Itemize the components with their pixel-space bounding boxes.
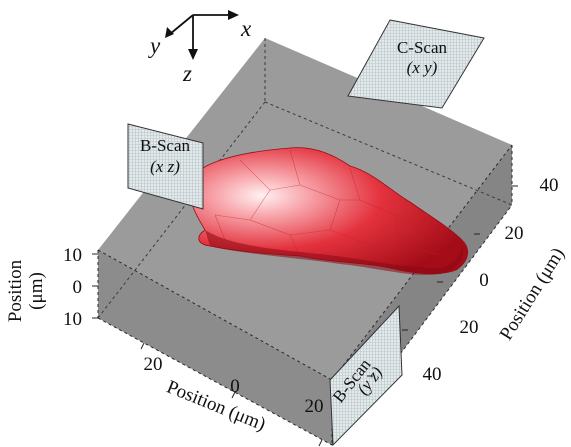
b-scan-xz-plane: B-Scan (x z)	[127, 123, 204, 210]
right-axis-title: Position (μm)	[496, 244, 569, 344]
z-axis-letter: z	[182, 61, 192, 86]
cell-surface	[188, 147, 469, 275]
bottom-tick-label: 20	[305, 396, 324, 417]
cell-facets	[214, 149, 441, 266]
left-tick-label: 0	[73, 277, 83, 298]
b-scan-xz-coords: (x z)	[150, 157, 180, 176]
y-axis-letter: y	[148, 33, 161, 58]
c-scan-coords: (x y)	[407, 58, 438, 77]
bottom-tick-label: 0	[230, 376, 240, 397]
c-scan-title: C-Scan	[397, 38, 448, 57]
z-arrow-icon	[188, 49, 198, 60]
right-tick-label: 20	[505, 223, 524, 244]
right-tick-label: 20	[460, 317, 479, 338]
right-tick-label: 40	[423, 364, 442, 385]
y-arrow-icon	[165, 27, 174, 38]
left-tick-label: 10	[63, 245, 82, 266]
left-axis-title-line2: (μm)	[26, 272, 47, 310]
right-tick-label: 0	[479, 270, 489, 291]
c-scan-plane-surface	[347, 19, 485, 109]
c-scan-plane: C-Scan (x y)	[347, 19, 485, 109]
cell-shadow-rim	[205, 230, 464, 275]
x-arrow-icon	[228, 10, 239, 20]
b-scan-xz-title: B-Scan	[140, 136, 191, 155]
b-scan-xz-plane-surface	[127, 123, 204, 210]
x-axis-letter: x	[240, 16, 252, 41]
box-hidden-edges	[97, 38, 513, 319]
box-front-left-face	[98, 250, 332, 445]
b-scan-yz-plane-surface	[329, 304, 403, 447]
right-tick-label: 40	[540, 175, 559, 196]
left-tick-label: 10	[63, 309, 82, 330]
left-axis: 10 0 10 Position (μm)	[5, 245, 98, 330]
left-axis-title-line1: Position	[5, 259, 26, 322]
bottom-tick-label: 20	[144, 354, 163, 375]
coordinate-triad: x y z	[148, 10, 252, 86]
